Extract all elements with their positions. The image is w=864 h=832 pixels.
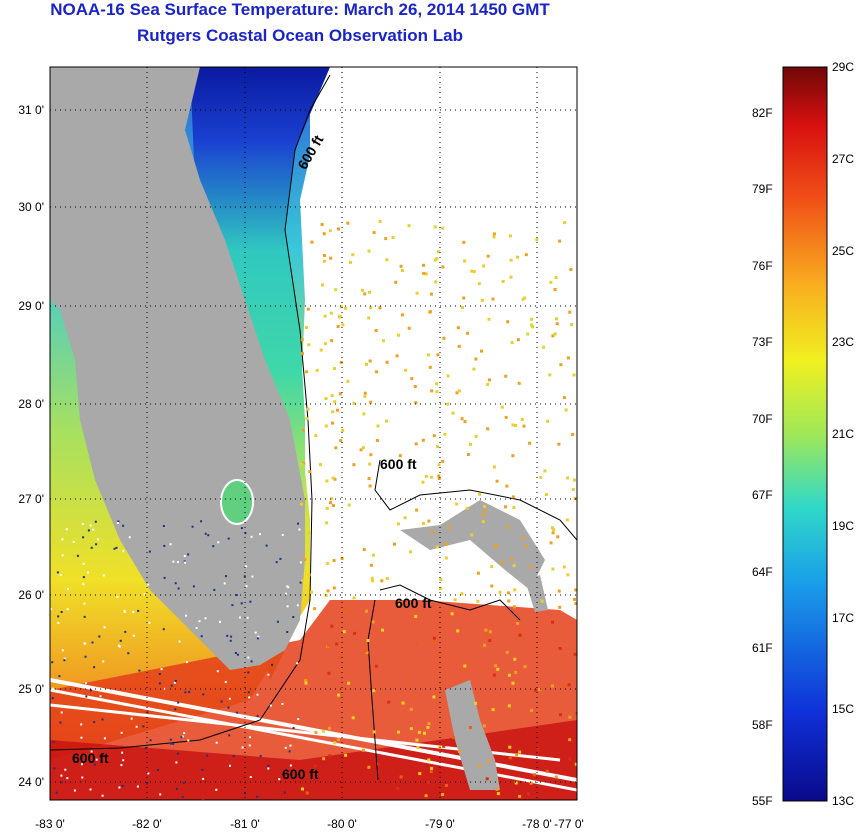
depth-label: 600 ft [380, 456, 417, 472]
lat-tick-label: 24 0' [18, 775, 44, 789]
lat-tick-label: 27 0' [18, 492, 44, 506]
lon-tick-label: -83 0' [35, 817, 65, 831]
colorbar-celsius-label: 27C [832, 151, 855, 166]
lon-tick-label: -82 0' [132, 817, 162, 831]
colorbar-fahrenheit-label: 55F [752, 794, 773, 808]
colorbar-fahrenheit-label: 67F [752, 488, 773, 503]
lat-tick-label: 31 0' [18, 103, 44, 117]
colorbar-fahrenheit-label: 82F [752, 106, 773, 120]
lat-tick-label: 28 0' [18, 397, 44, 411]
lat-tick-label: 26 0' [18, 588, 44, 602]
bahamas-grand [400, 500, 545, 590]
colorbar-fahrenheit-label: 64F [752, 564, 773, 579]
map-title: NOAA-16 Sea Surface Temperature: March 2… [50, 0, 550, 19]
colorbar-fahrenheit-label: 76F [752, 258, 773, 273]
map-subtitle: Rutgers Coastal Ocean Observation Lab [137, 26, 463, 45]
colorbar-celsius-label: 21C [832, 427, 855, 441]
colorbar [782, 66, 828, 802]
colorbar-fahrenheit-label: 70F [752, 411, 773, 426]
isobath-600ft-bahamas-mid [379, 584, 521, 621]
colorbar-celsius-label: 29C [832, 60, 855, 74]
lon-tick-label: -79 0' [425, 817, 455, 831]
isobath-600ft-florida [50, 74, 331, 751]
isobath-600ft-bahamas-north [374, 459, 577, 541]
sst-speckles [50, 220, 577, 800]
lat-tick-label: 30 0' [18, 200, 44, 214]
lon-tick-label: -80 0' [327, 817, 357, 831]
colorbar-celsius-label: 17C [832, 610, 855, 625]
map-frame [49, 66, 578, 801]
colorbar-celsius-label: 19C [832, 518, 855, 533]
colorbar-fahrenheit-label: 61F [752, 641, 773, 656]
colorbar-celsius-label: 25C [832, 243, 855, 258]
depth-label: 600 ft [72, 750, 109, 766]
colorbar-celsius-label: 23C [832, 335, 855, 350]
lon-tick-label: -81 0' [230, 817, 260, 831]
colorbar-fahrenheit-label: 79F [752, 182, 773, 197]
depth-label: 600 ft [395, 595, 432, 611]
lake-okeechobee [220, 479, 254, 525]
colorbar-fahrenheit-label: 73F [752, 335, 773, 350]
colorbar-fahrenheit-label: 58F [752, 717, 773, 732]
colorbar-celsius-label: 13C [832, 794, 855, 808]
lat-tick-label: 25 0' [18, 682, 44, 696]
lon-tick-label: -78 0' [522, 817, 552, 831]
bahamas-andros [445, 680, 500, 790]
lon-tick-label: -77 0' [554, 817, 584, 831]
colorbar-celsius-label: 15C [832, 702, 855, 717]
lat-tick-label: 29 0' [18, 299, 44, 313]
graticule [50, 67, 577, 800]
depth-label: 600 ft [282, 766, 319, 782]
